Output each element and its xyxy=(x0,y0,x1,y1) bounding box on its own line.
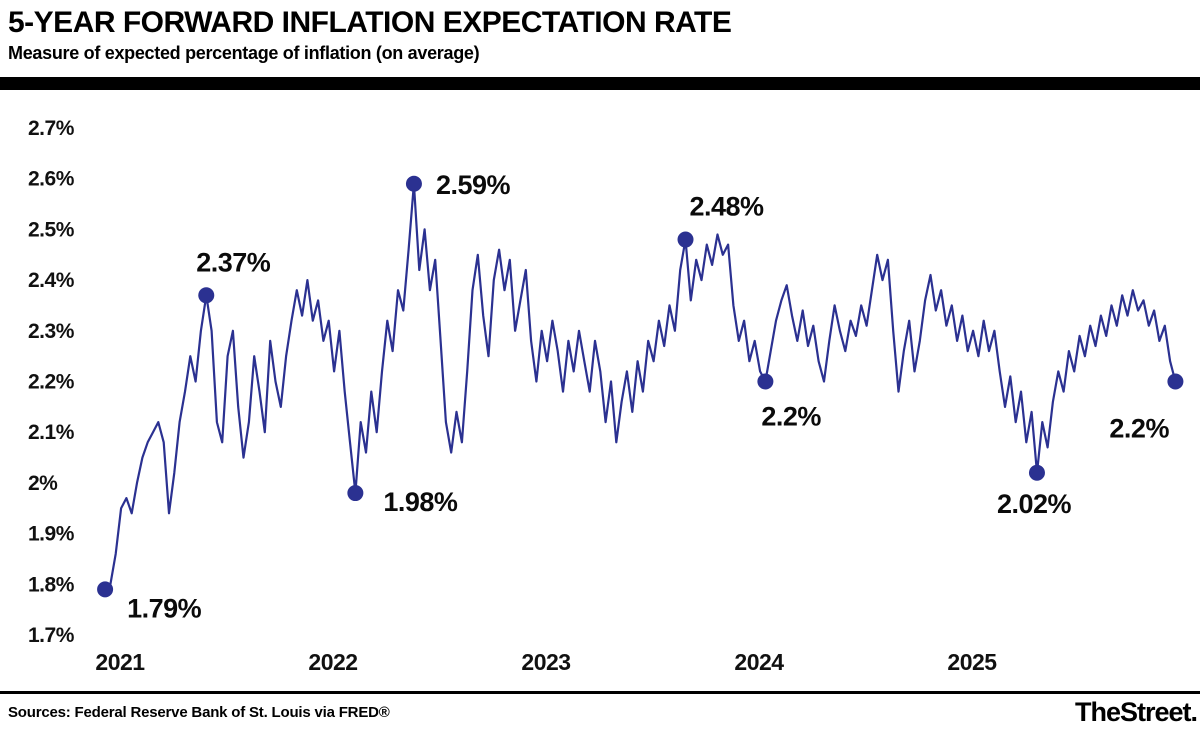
annotation-label: 2.48% xyxy=(690,192,765,222)
source-credit: Sources: Federal Reserve Bank of St. Lou… xyxy=(8,704,390,721)
x-axis-tick-label: 2024 xyxy=(734,649,784,675)
footer: Sources: Federal Reserve Bank of St. Lou… xyxy=(0,691,1200,731)
annotation-dot xyxy=(1167,373,1184,390)
y-axis-tick-label: 1.7% xyxy=(28,624,75,647)
annotation-label: 1.98% xyxy=(383,487,458,517)
annotation-label: 1.79% xyxy=(127,593,202,623)
page-title: 5-YEAR FORWARD INFLATION EXPECTATION RAT… xyxy=(8,6,732,39)
annotation-dot xyxy=(198,287,215,304)
annotation-dot xyxy=(757,373,774,390)
x-axis-tick-label: 2023 xyxy=(521,649,570,675)
annotation-dot xyxy=(405,175,422,192)
page-subtitle: Measure of expected percentage of inflat… xyxy=(8,43,480,63)
annotation-dot xyxy=(347,485,364,502)
y-axis-tick-label: 2.4% xyxy=(28,269,75,292)
inflation-chart-svg: 2.7% 2.6% 2.5% 2.4% 2.3% 2.2% 2.1% 2% 1.9% 1.8% 1.… xyxy=(28,117,1184,675)
y-axis-tick-label: 1.9% xyxy=(28,523,75,546)
annotation-dot xyxy=(677,231,694,248)
x-axis-tick-label: 2021 xyxy=(95,649,145,675)
y-axis-tick-label: 2.1% xyxy=(28,421,75,444)
chart-area: 2.7% 2.6% 2.5% 2.4% 2.3% 2.2% 2.1% 2% 1.9% 1.8% 1.… xyxy=(0,90,1200,691)
y-axis-tick-label: 2.3% xyxy=(28,320,75,343)
series-line xyxy=(103,182,1177,591)
annotation-dot xyxy=(97,581,114,598)
y-axis-tick-label: 2.2% xyxy=(28,371,75,394)
thestreet-logo: TheStreet. xyxy=(1074,697,1198,727)
y-axis-tick-label: 2.7% xyxy=(28,117,75,140)
y-axis-tick-label: 2% xyxy=(28,472,58,495)
header-rule xyxy=(0,77,1200,90)
annotation-label: 2.2% xyxy=(761,402,821,432)
x-axis-tick-label: 2025 xyxy=(947,649,997,675)
annotation-label: 2.2% xyxy=(1109,414,1169,444)
annotation-label: 2.37% xyxy=(196,247,271,277)
annotation-dot xyxy=(1028,464,1045,481)
annotation-label: 2.59% xyxy=(436,170,511,200)
annotation-label: 2.02% xyxy=(997,489,1072,519)
y-axis-tick-label: 1.8% xyxy=(28,573,75,596)
y-axis-tick-label: 2.6% xyxy=(28,168,75,191)
chart-header: 5-YEAR FORWARD INFLATION EXPECTATION RAT… xyxy=(0,0,1200,77)
x-axis-tick-label: 2022 xyxy=(308,649,357,675)
y-axis-tick-label: 2.5% xyxy=(28,218,75,241)
